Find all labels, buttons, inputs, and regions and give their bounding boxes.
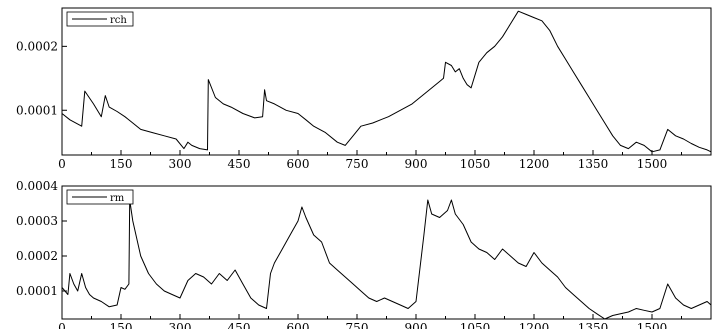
- x-tick-label: 750: [346, 157, 369, 171]
- x-tick-label: 1050: [460, 321, 491, 329]
- x-tick-label: 0: [58, 157, 66, 171]
- x-tick-label: 450: [228, 157, 251, 171]
- y-tick-label: 0.0004: [16, 179, 58, 193]
- y-tick-label: 0.0001: [16, 284, 58, 298]
- x-tick-label: 900: [405, 157, 428, 171]
- x-tick-label: 750: [346, 321, 369, 329]
- x-tick-label: 150: [110, 321, 133, 329]
- series-line-rch: [61, 10, 712, 153]
- plot-frame: [61, 7, 712, 156]
- x-tick-label: 1350: [578, 157, 609, 171]
- x-tick-label: 1500: [637, 321, 668, 329]
- x-tick-label: 150: [110, 157, 133, 171]
- x-tick-label: 600: [287, 321, 310, 329]
- x-tick-label: 1350: [578, 321, 609, 329]
- chart-panel-rm: 0 150 300 450 600 750 900 1050 1200 1350 1500 0.000…: [16, 179, 712, 329]
- x-tick-label: 1200: [519, 321, 550, 329]
- legend-entry-label: rm: [110, 193, 125, 204]
- x-tick-label: 0: [58, 321, 66, 329]
- x-tick-label: 1500: [637, 157, 668, 171]
- x-tick-label: 1050: [460, 157, 491, 171]
- x-tick-label: 450: [228, 321, 251, 329]
- x-tick-label: 300: [169, 157, 192, 171]
- legend: rm: [66, 189, 134, 205]
- x-tick-label: 300: [169, 321, 192, 329]
- y-tick-label: 0.0003: [16, 214, 58, 228]
- legend-entry-label: rch: [110, 15, 127, 26]
- legend: rch: [66, 11, 134, 27]
- x-tick-label: 600: [287, 157, 310, 171]
- y-tick-label: 0.0002: [16, 249, 58, 263]
- series-line-rm: [61, 199, 712, 320]
- x-tick-label: 1200: [519, 157, 550, 171]
- x-tick-label: 900: [405, 321, 428, 329]
- y-tick-label: 0.0001: [16, 103, 58, 117]
- y-tick-label: 0.0002: [16, 39, 58, 53]
- chart-panel-rch: 0 150 300 450 600 750 900 1050 1200 1350 1500 0.000…: [16, 7, 712, 171]
